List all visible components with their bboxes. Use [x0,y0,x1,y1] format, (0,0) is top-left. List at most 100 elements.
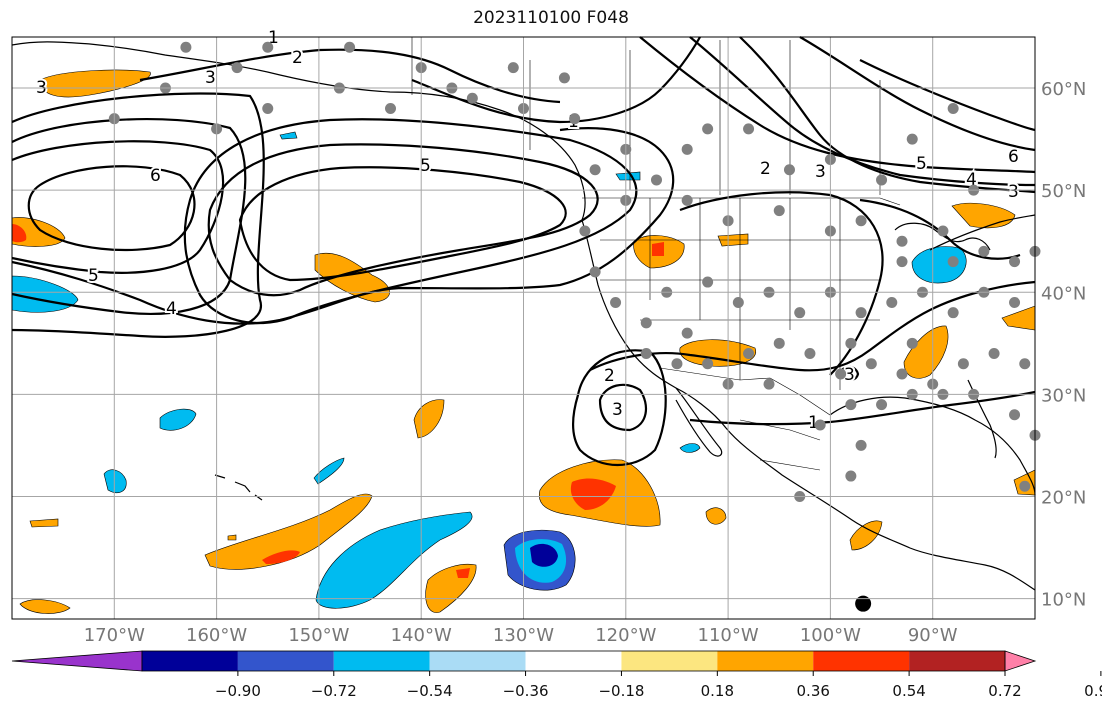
contour-label: 3 [815,162,826,182]
station-dot [886,296,898,308]
station-dot [773,337,785,349]
negative-anomaly-bc [615,171,641,181]
contour-northeast-2 [689,36,1036,187]
contour-jet-3 [183,118,638,325]
station-dot [702,358,714,370]
station-dot [988,348,1000,360]
station-dot [804,348,816,360]
station-dot [262,102,274,114]
station-dot [640,348,652,360]
colorbar-tick-label: 0.18 [701,682,734,700]
station-dot [610,296,622,308]
latitude-labels: 60°N 50°N 40°N 30°N 20°N 10°N [1041,79,1086,611]
colorbar-overflow-triangle [1004,650,1037,672]
contour-2-north [139,48,561,104]
station-dot [743,348,755,360]
negative-anomaly-great-lakes [911,246,967,284]
positive-anomaly-alaska [39,69,151,98]
station-dot [794,307,806,319]
colorbar-labels: −0.90 −0.72 −0.54 −0.36 −0.18 0.18 0.36 0.54 0.7… [215,671,1102,700]
station-dot [855,307,867,319]
station-dot [262,41,274,53]
station-dot [1009,296,1021,308]
contour-label: 6 [1008,147,1019,167]
station-dot [681,143,693,155]
longitude-tick-label: 100°W [800,625,861,646]
station-dot [896,235,908,247]
colorbar-segment [142,651,238,671]
station-dot [231,62,243,74]
station-dot [855,439,867,451]
station-dot [681,194,693,206]
longitude-tick-label: 170°W [84,625,145,646]
station-dot [906,133,918,145]
coastline-gulf [829,396,1036,496]
colorbar-tick-label: 0.90 [1084,682,1102,700]
colorbar-segment [237,651,334,671]
latitude-tick-label: 20°N [1041,487,1086,508]
positive-anomaly-southwest-us [679,339,757,367]
station-dot [1009,256,1021,268]
contour-5-west [11,140,225,274]
border-canada-us [582,197,901,206]
latitude-tick-label: 60°N [1041,79,1086,100]
contour-4-west [11,117,247,315]
contour-3-texas [838,365,860,381]
station-dot [876,399,888,411]
colorbar-segment [909,651,1005,671]
positive-anomaly-tiny-2 [227,534,237,541]
colorbar-tick-label: 0.36 [797,682,830,700]
graticule [12,37,1035,619]
coastline-baja [675,387,723,457]
contour-label: 3 [612,400,623,420]
latitude-tick-label: 50°N [1041,181,1086,202]
colorbar-tick-label: −0.18 [598,682,644,700]
station-dot [763,378,775,390]
coastline-east [929,214,1036,251]
station-dot [640,317,652,329]
station-dot [507,62,519,74]
positive-anomaly-central [314,252,390,303]
negative-anomaly-small-4 [313,457,345,485]
contour-label: 2 [604,366,615,386]
shaded-anomaly-fields [11,69,1036,614]
station-dot [947,102,959,114]
station-dot [1019,480,1031,492]
station-dot [180,41,192,53]
station-dot [814,419,826,431]
station-dot [681,327,693,339]
colorbar-segment [525,651,622,671]
latitude-tick-label: 10°N [1041,590,1086,611]
station-dot [773,205,785,217]
strong-anomaly-northwest [12,224,27,243]
colorbar-segment [429,651,526,671]
positive-anomaly-gulf [903,325,949,379]
longitude-tick-label: 90°W [908,625,958,646]
station-dot [906,337,918,349]
strong-anomaly-band-2 [456,568,470,578]
longitude-tick-label: 140°W [391,625,452,646]
strong-anomaly-baja-offshore [570,478,616,510]
contour-northeast-4 [799,36,1036,152]
province-lines [529,40,881,195]
political-borders [411,37,901,471]
latitude-tick-label: 30°N [1041,385,1086,406]
station-dot [650,174,662,186]
contour-east-b [859,198,1021,260]
contour-northeast-1 [639,36,1036,174]
station-dot [1009,409,1021,421]
station-dot [845,470,857,482]
positive-anomaly-tiny [29,518,59,528]
station-dot [385,102,397,114]
station-dot [876,174,888,186]
location-marker [855,595,872,612]
colorbar-frame [141,650,1006,672]
state-lines-horizontal [600,239,880,321]
colorbar-tick-label: 0.54 [892,682,925,700]
station-dot [558,72,570,84]
colorbar-segment [717,651,814,671]
contour-label: 3 [844,365,855,385]
colorbar [11,650,1037,672]
negative-anomaly-small-1 [279,131,298,140]
negative-anomaly-small-2 [159,408,197,431]
